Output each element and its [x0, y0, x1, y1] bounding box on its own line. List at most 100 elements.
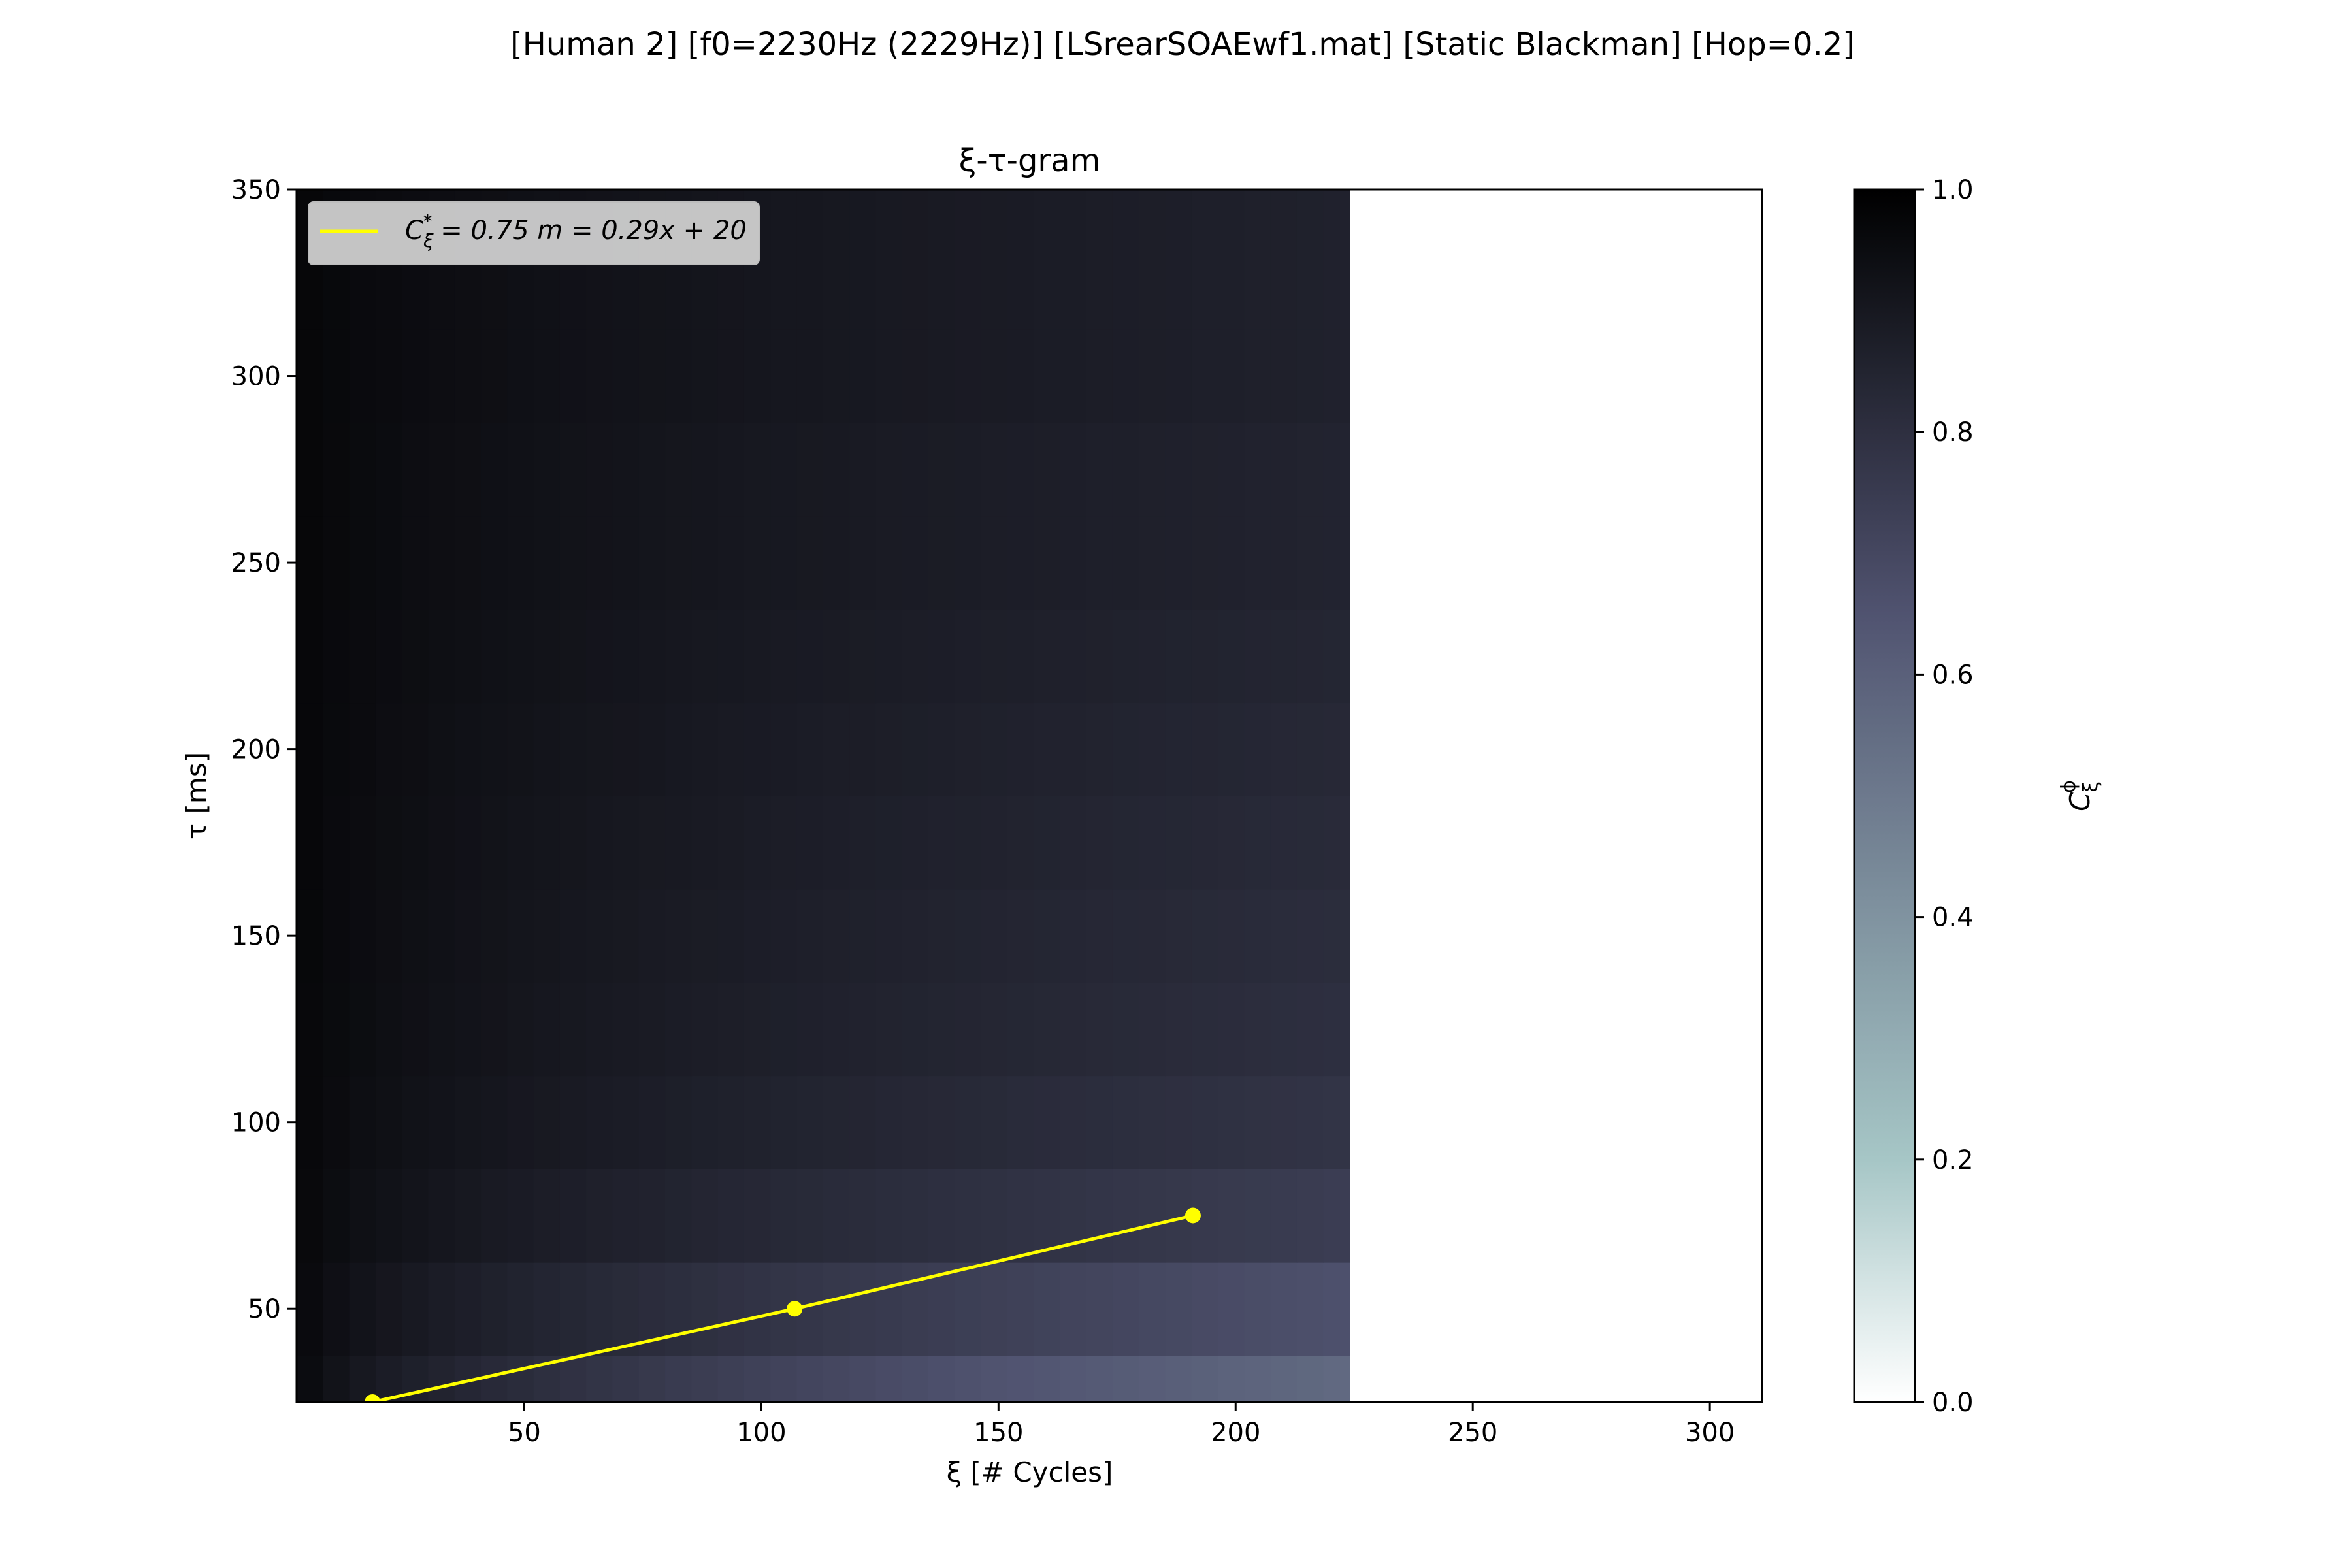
heatmap-cell — [717, 796, 745, 890]
heatmap-cell — [1112, 515, 1139, 610]
heatmap-cell — [1165, 236, 1192, 330]
heatmap-cell — [981, 982, 1008, 1077]
heatmap-cell — [796, 189, 824, 237]
heatmap-cell — [1270, 1355, 1298, 1402]
heatmap-cell — [1034, 1075, 1061, 1169]
heatmap-cell — [770, 236, 798, 330]
heatmap-cell — [1323, 1262, 1350, 1356]
heatmap-cell — [454, 1169, 482, 1263]
heatmap-cell — [1060, 609, 1087, 704]
y-tick-label: 150 — [231, 921, 281, 951]
heatmap-cell — [1086, 515, 1113, 610]
heatmap-cell — [1270, 422, 1298, 517]
heatmap-cell — [665, 1262, 693, 1356]
heatmap-cell — [665, 1075, 693, 1169]
heatmap-cell — [533, 1169, 561, 1263]
heatmap-cell — [1323, 609, 1350, 704]
heatmap-cell — [1007, 982, 1034, 1077]
heatmap-cell — [955, 189, 982, 237]
heatmap-cell — [770, 515, 798, 610]
heatmap-cell — [323, 982, 350, 1077]
heatmap-cell — [928, 796, 955, 890]
heatmap-cell — [612, 702, 640, 796]
heatmap-cell — [1218, 1355, 1245, 1402]
heatmap-cell — [586, 889, 613, 983]
heatmap-cell — [428, 1355, 455, 1402]
heatmap-cell — [349, 609, 376, 704]
heatmap-cell — [875, 1355, 903, 1402]
heatmap-cell — [955, 702, 982, 796]
colorbar-ticks: 0.0 0.2 0.4 0.6 0.8 1.0 — [1915, 175, 1974, 1418]
y-tick-label: 200 — [231, 735, 281, 765]
heatmap-cell — [559, 1075, 587, 1169]
heatmap-cell — [902, 982, 929, 1077]
heatmap-cell — [849, 236, 877, 330]
legend-label-sup: * — [423, 210, 433, 232]
heatmap-cell — [770, 1075, 798, 1169]
heatmap-cell — [717, 889, 745, 983]
heatmap-cell — [1112, 189, 1139, 237]
heatmap-cell — [638, 1355, 666, 1402]
heatmap-cell — [1060, 889, 1087, 983]
heatmap-cell — [349, 1262, 376, 1356]
heatmap-cell — [1165, 189, 1192, 237]
heatmap-cell — [586, 422, 613, 517]
heatmap-cell — [481, 422, 508, 517]
heatmap-cell — [1007, 889, 1034, 983]
heatmap-cell — [586, 515, 613, 610]
heatmap-cell — [1244, 1262, 1271, 1356]
heatmap-cell — [349, 982, 376, 1077]
heatmap-cell — [902, 1169, 929, 1263]
heatmap-cell — [1007, 1262, 1034, 1356]
heatmap-cell — [717, 1075, 745, 1169]
heatmap-cell — [1112, 609, 1139, 704]
heatmap-cell — [559, 1262, 587, 1356]
heatmap-cell — [928, 1075, 955, 1169]
heatmap-cell — [1191, 515, 1218, 610]
heatmap-cell — [638, 982, 666, 1077]
heatmap-cell — [691, 1262, 719, 1356]
heatmap-cell — [665, 329, 693, 423]
heatmap-cell — [1112, 702, 1139, 796]
heatmap-cell — [375, 982, 402, 1077]
heatmap-cell — [743, 702, 771, 796]
heatmap-cell — [349, 1169, 376, 1263]
heatmap-cell — [1323, 796, 1350, 890]
heatmap-cell — [1191, 702, 1218, 796]
heatmap-cell — [1112, 889, 1139, 983]
heatmap-cell — [1034, 189, 1061, 237]
heatmap-cell — [1218, 236, 1245, 330]
heatmap-cell — [823, 329, 850, 423]
heatmap-cell — [717, 982, 745, 1077]
heatmap-cell — [1086, 422, 1113, 517]
heatmap-cell — [902, 796, 929, 890]
heatmap-cell — [875, 982, 903, 1077]
heatmap-cell — [849, 609, 877, 704]
heatmap-cell — [297, 1075, 324, 1169]
colorbar-tick-label: 0.2 — [1932, 1145, 1974, 1175]
heatmap-cell — [743, 515, 771, 610]
heatmap-cell — [823, 982, 850, 1077]
heatmap-cell — [1323, 1355, 1350, 1402]
heatmap-cell — [323, 515, 350, 610]
heatmap-cell — [823, 1075, 850, 1169]
heatmap-cell — [875, 889, 903, 983]
heatmap-cell — [507, 422, 534, 517]
y-tick-label: 300 — [231, 362, 281, 392]
heatmap-cell — [875, 515, 903, 610]
heatmap-cell — [875, 702, 903, 796]
heatmap-cell — [1244, 515, 1271, 610]
heatmap-cell — [1296, 515, 1324, 610]
heatmap-cell — [849, 189, 877, 237]
heatmap-cell — [1244, 796, 1271, 890]
heatmap-cell — [1323, 329, 1350, 423]
heatmap-cell — [533, 702, 561, 796]
heatmap-cell — [428, 1169, 455, 1263]
heatmap-cell — [717, 609, 745, 704]
heatmap-cell — [796, 515, 824, 610]
heatmap-cell — [375, 329, 402, 423]
heatmap-cell — [981, 702, 1008, 796]
heatmap-cell — [1034, 422, 1061, 517]
heatmap-cell — [638, 702, 666, 796]
heatmap — [297, 189, 1350, 1402]
